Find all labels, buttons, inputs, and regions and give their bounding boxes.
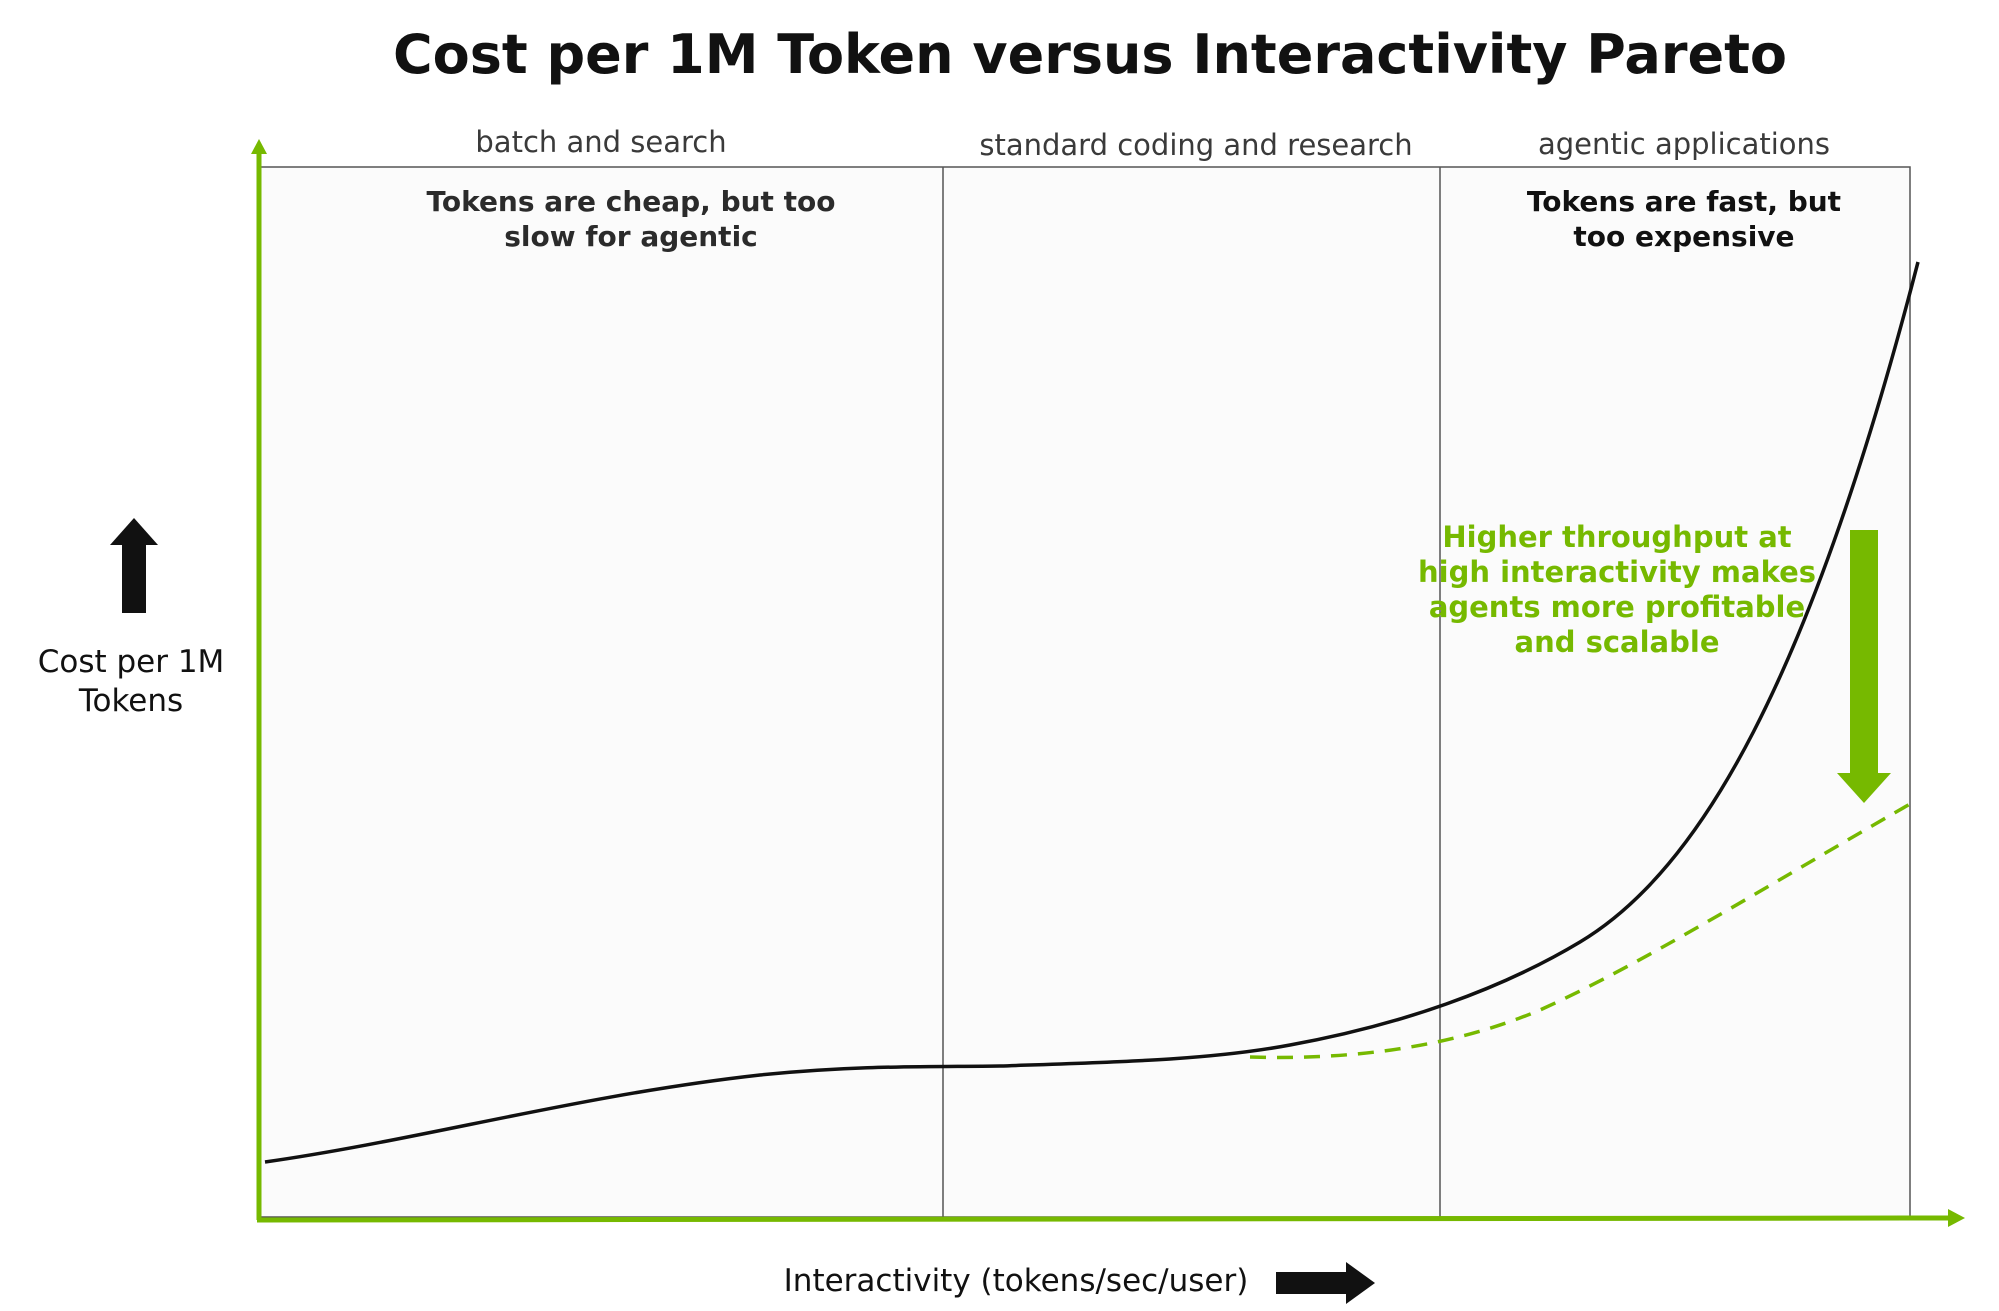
callout-batch-line-2: slow for agentic: [504, 220, 758, 253]
region-label-coding: standard coding and research: [979, 128, 1412, 162]
annotation-line-3: agents more profitable: [1429, 590, 1805, 624]
arrow-down-icon: [1837, 530, 1891, 803]
callout-batch-line-1: Tokens are cheap, but too: [426, 185, 835, 218]
callout-agentic-line-1: Tokens are fast, but: [1527, 185, 1841, 218]
improved-pareto-curve: [1249, 802, 1911, 1060]
plot-area: [258, 166, 1911, 1218]
region-label-agentic: agentic applications: [1538, 127, 1830, 161]
callout-agentic-line-2: too expensive: [1573, 220, 1794, 253]
x-axis-label: Interactivity (tokens/sec/user): [784, 1263, 1249, 1299]
region-label-batch: batch and search: [475, 125, 726, 159]
arrow-up-icon: [110, 518, 158, 613]
annotation-line-2: high interactivity makes: [1418, 555, 1816, 589]
x-axis: [256, 1209, 1965, 1227]
y-axis-label-line-1: Cost per 1M: [38, 644, 225, 680]
annotation-line-1: Higher throughput at: [1442, 520, 1791, 554]
pareto-curve: [264, 261, 1920, 1164]
annotation-line-4: and scalable: [1515, 625, 1720, 659]
page-title: Cost per 1M Token versus Interactivity P…: [393, 23, 1787, 86]
y-axis: [251, 139, 267, 1220]
arrow-right-icon: [1276, 1262, 1375, 1304]
y-axis-label-line-2: Tokens: [78, 683, 183, 719]
